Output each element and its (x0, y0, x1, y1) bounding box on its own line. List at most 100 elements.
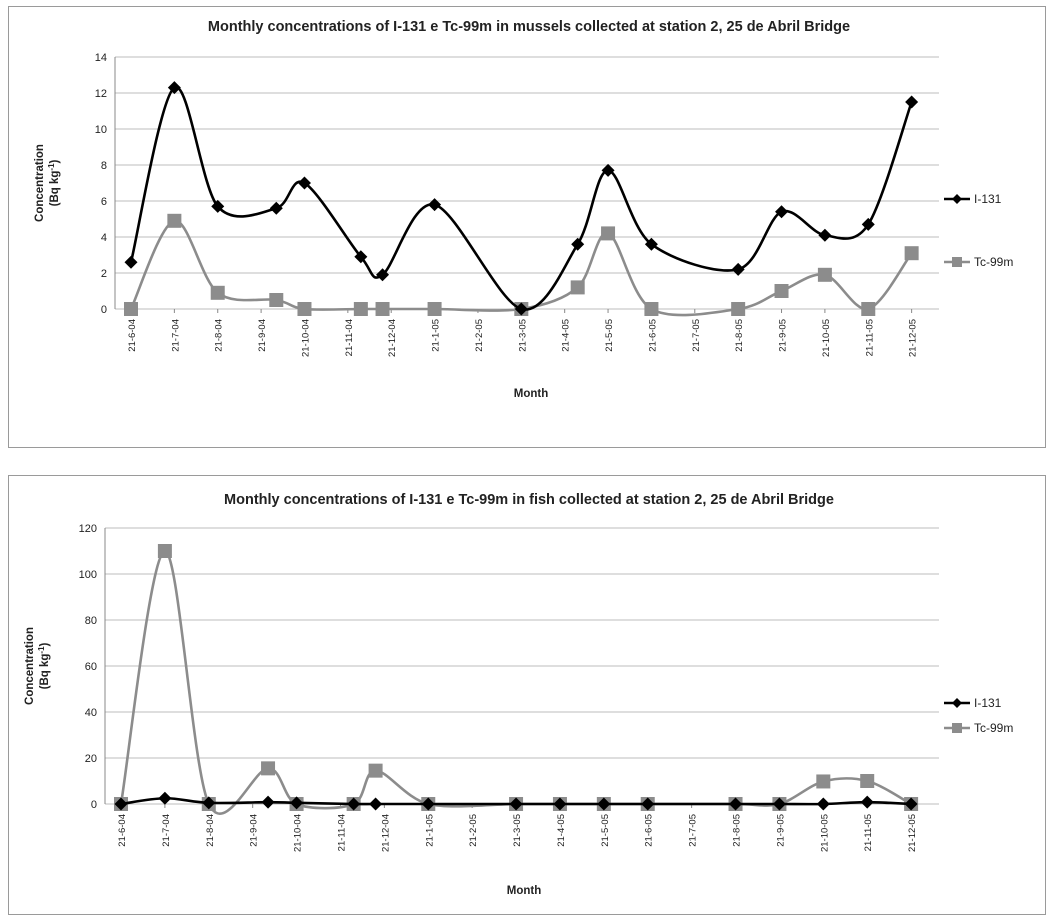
x-tick-label: 21-7-05 (691, 319, 702, 352)
data-point (860, 795, 874, 809)
data-point (772, 797, 786, 811)
series-tc-99m (124, 213, 919, 317)
x-tick-label: 21-6-04 (127, 319, 138, 352)
legend-marker (952, 194, 962, 204)
y-tick-label: 80 (85, 615, 97, 627)
chart-title: Monthly concentrations of I-131 e Tc-99m… (208, 19, 850, 35)
mussels-chart: Monthly concentrations of I-131 e Tc-99m… (34, 19, 1013, 400)
data-point (816, 774, 831, 789)
data-point (601, 163, 615, 177)
data-point (774, 284, 789, 298)
series-line (129, 219, 913, 317)
data-point (376, 268, 390, 282)
data-point (269, 293, 284, 307)
data-point (644, 237, 658, 251)
y-axis-title: Concentration (Bq kg-1) (34, 144, 61, 222)
legend-label: I-131 (974, 192, 1002, 206)
series-line (119, 549, 912, 815)
x-tick-label: 21-9-04 (257, 319, 268, 352)
x-tick-label: 21-9-04 (249, 814, 260, 847)
data-point (818, 228, 832, 242)
data-point (775, 205, 789, 219)
data-point (427, 302, 442, 316)
data-point (905, 95, 919, 109)
y-axis-title: Concentration (Bq kg-1) (24, 627, 51, 705)
data-point (354, 250, 368, 264)
data-point (167, 81, 181, 95)
series-line (129, 86, 913, 311)
x-tick-label: 21-6-04 (117, 814, 128, 847)
x-tick-label: 21-11-04 (336, 814, 347, 851)
legend-item-tc-99m: Tc-99m (944, 255, 1013, 269)
data-point (261, 795, 275, 809)
chart-title: Monthly concentrations of I-131 e Tc-99m… (224, 492, 834, 508)
x-tick-label: 21-10-04 (293, 814, 304, 852)
mussels-chart-panel: Monthly concentrations of I-131 e Tc-99m… (8, 6, 1046, 448)
data-point (904, 797, 918, 811)
series-i-131 (124, 81, 919, 316)
y-tick-label: 20 (85, 753, 97, 765)
y-tick-label: 8 (101, 160, 107, 172)
data-point (553, 797, 567, 811)
x-tick-label: 21-8-05 (732, 814, 743, 847)
x-tick-label: 21-12-05 (908, 319, 919, 357)
legend-item-i-131: I-131 (944, 192, 1002, 206)
y-tick-label: 0 (101, 304, 107, 316)
x-tick-label: 21-7-04 (161, 814, 172, 847)
data-point (514, 302, 528, 316)
data-point (731, 262, 745, 276)
y-tick-label: 0 (91, 799, 97, 811)
legend-label: I-131 (974, 696, 1002, 710)
x-tick-label: 21-12-05 (907, 814, 918, 852)
legend-label: Tc-99m (974, 255, 1013, 269)
x-tick-label: 21-11-04 (344, 319, 355, 356)
y-axis-title-line1: Concentration (34, 144, 46, 222)
x-tick-label: 21-11-05 (863, 814, 874, 851)
fish-chart-panel: Monthly concentrations of I-131 e Tc-99m… (8, 475, 1046, 915)
data-point (861, 302, 876, 316)
y-axis-title-line2: (Bq kg-1) (47, 159, 61, 206)
y-axis-title-line2: (Bq kg-1) (37, 642, 51, 689)
data-point (597, 797, 611, 811)
x-tick-label: 21-7-05 (688, 814, 699, 847)
x-tick-label: 21-5-05 (600, 814, 611, 847)
data-point (158, 791, 172, 805)
x-tick-label: 21-9-05 (775, 814, 786, 847)
data-point (202, 796, 216, 810)
y-tick-label: 10 (95, 124, 107, 136)
x-tick-label: 21-6-05 (644, 814, 655, 847)
x-tick-label: 21-10-05 (821, 319, 832, 357)
x-tick-label: 21-1-05 (431, 319, 442, 352)
x-tick-label: 21-2-05 (468, 814, 479, 847)
y-tick-label: 4 (101, 232, 107, 244)
x-tick-label: 21-10-04 (300, 319, 311, 357)
data-point (157, 544, 172, 558)
y-tick-label: 14 (95, 52, 107, 64)
x-tick-label: 21-10-05 (819, 814, 830, 852)
x-tick-label: 21-8-04 (205, 814, 216, 847)
data-point (124, 255, 138, 269)
y-tick-label: 120 (79, 523, 97, 535)
legend-label: Tc-99m (974, 721, 1013, 735)
x-tick-label: 21-8-04 (214, 319, 225, 352)
data-point (261, 761, 276, 776)
y-tick-label: 60 (85, 661, 97, 673)
x-tick-label: 21-1-05 (424, 814, 435, 847)
x-axis-title: Month (507, 885, 541, 897)
legend-item-tc-99m: Tc-99m (944, 721, 1013, 735)
legend-marker (952, 723, 962, 733)
data-point (210, 285, 225, 300)
data-point (347, 797, 361, 811)
fish-chart: Monthly concentrations of I-131 e Tc-99m… (24, 492, 1013, 897)
x-tick-label: 21-12-04 (380, 814, 391, 852)
data-point (353, 302, 368, 316)
data-point (570, 280, 585, 295)
x-tick-label: 21-4-05 (556, 814, 567, 847)
y-axis-title-line1: Concentration (24, 627, 36, 705)
x-tick-label: 21-3-05 (512, 814, 523, 847)
y-tick-label: 40 (85, 707, 97, 719)
x-tick-label: 21-8-05 (734, 319, 745, 352)
legend-item-i-131: I-131 (944, 696, 1002, 710)
legend-marker (952, 257, 962, 267)
x-tick-label: 21-5-05 (604, 319, 615, 352)
